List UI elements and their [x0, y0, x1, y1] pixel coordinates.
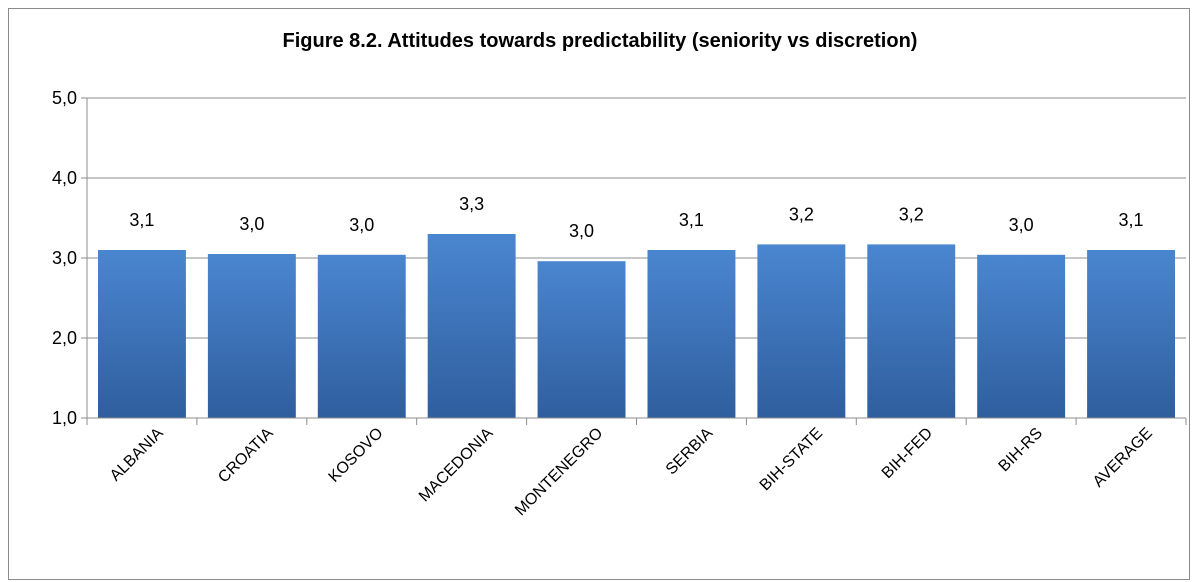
data-label: 3,0 [569, 221, 594, 241]
bar [427, 234, 516, 418]
category-label: SERBIA [663, 425, 717, 479]
data-label: 3,1 [679, 210, 704, 230]
category-label: BIH-FED [879, 425, 936, 482]
bar [537, 261, 626, 418]
data-label: 3,1 [129, 210, 154, 230]
data-label: 3,0 [239, 214, 264, 234]
category-label: BIH-RS [996, 425, 1046, 475]
category-label: ALBANIA [107, 425, 167, 485]
chart-title: Figure 8.2. Attitudes towards predictabi… [282, 30, 918, 52]
y-tick-label: 5,0 [52, 88, 77, 108]
category-label: KOSOVO [326, 425, 387, 486]
y-tick-label: 2,0 [52, 328, 77, 348]
y-tick-label: 4,0 [52, 168, 77, 188]
y-tick-label: 1,0 [52, 408, 77, 428]
data-label: 3,0 [1009, 215, 1034, 235]
bar [1087, 250, 1176, 418]
data-label: 3,0 [349, 215, 374, 235]
data-label: 3,3 [459, 194, 484, 214]
category-label: MACEDONIA [416, 425, 497, 506]
category-label: AVERAGE [1090, 425, 1156, 491]
category-label: MONTENEGRO [512, 425, 606, 519]
bar [867, 244, 956, 418]
bar [97, 250, 186, 418]
bars [97, 234, 1176, 418]
category-label: BIH-STATE [757, 425, 826, 494]
axes: 1,0 2,0 3,0 4,0 5,0 [52, 88, 1187, 428]
bar [207, 254, 296, 418]
data-label: 3,2 [899, 204, 924, 224]
bar [647, 250, 736, 418]
category-label: CROATIA [215, 425, 277, 487]
bar [317, 254, 406, 418]
bar [977, 254, 1066, 418]
data-label: 3,1 [1119, 210, 1144, 230]
y-tick-label: 3,0 [52, 248, 77, 268]
bar [757, 244, 846, 418]
data-label: 3,2 [789, 204, 814, 224]
